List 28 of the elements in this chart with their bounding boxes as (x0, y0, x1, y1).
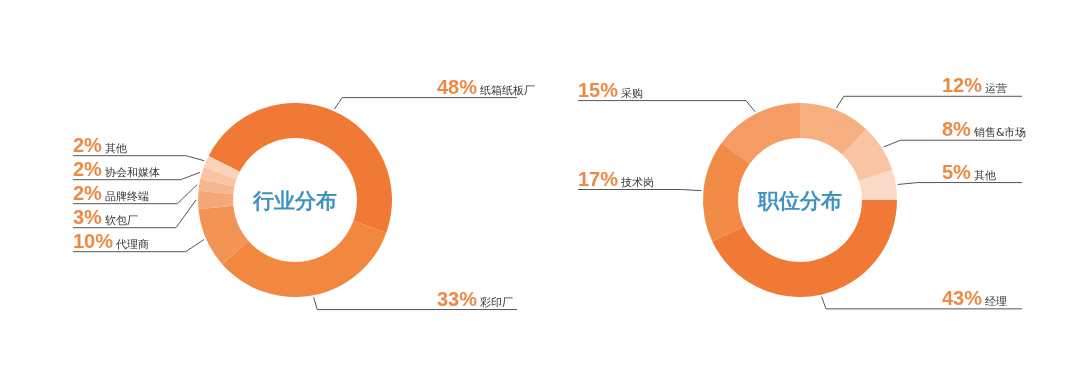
slice-label: 采购 (621, 86, 644, 100)
slice-label: 运营 (985, 82, 1008, 96)
data-label: 2% (73, 133, 103, 156)
data-label: 2% (73, 181, 103, 204)
data-label: 15% (578, 78, 619, 101)
data-label: 10% (73, 229, 114, 252)
data-label: 12% (942, 74, 983, 97)
data-label: 3% (73, 205, 103, 228)
data-label: 33% (437, 287, 478, 310)
text: 职位分布 (757, 189, 842, 213)
slice-label: 销售&市场 (972, 126, 1027, 140)
slice-label: 品牌终端 (104, 189, 149, 203)
data-label: 43% (942, 286, 983, 309)
data-label: 2% (73, 157, 103, 180)
slice-label: 彩印厂 (480, 295, 514, 309)
data-label: 48% (437, 75, 478, 98)
slice-label: 纸箱纸板厂 (480, 83, 536, 97)
slice-label: 技术岗 (620, 175, 655, 189)
data-label: 17% (578, 167, 619, 190)
slice-label: 经理 (985, 294, 1008, 308)
data-label: 8% (942, 118, 972, 141)
data-label: 5% (942, 160, 972, 183)
text: 行业分布 (252, 189, 337, 213)
slice-label: 其他 (104, 141, 127, 155)
slice-label: 其他 (973, 168, 996, 182)
slice-label: 代理商 (115, 237, 150, 251)
slice-label: 协会和媒体 (104, 165, 160, 179)
slice-label: 软包厂 (104, 213, 138, 227)
